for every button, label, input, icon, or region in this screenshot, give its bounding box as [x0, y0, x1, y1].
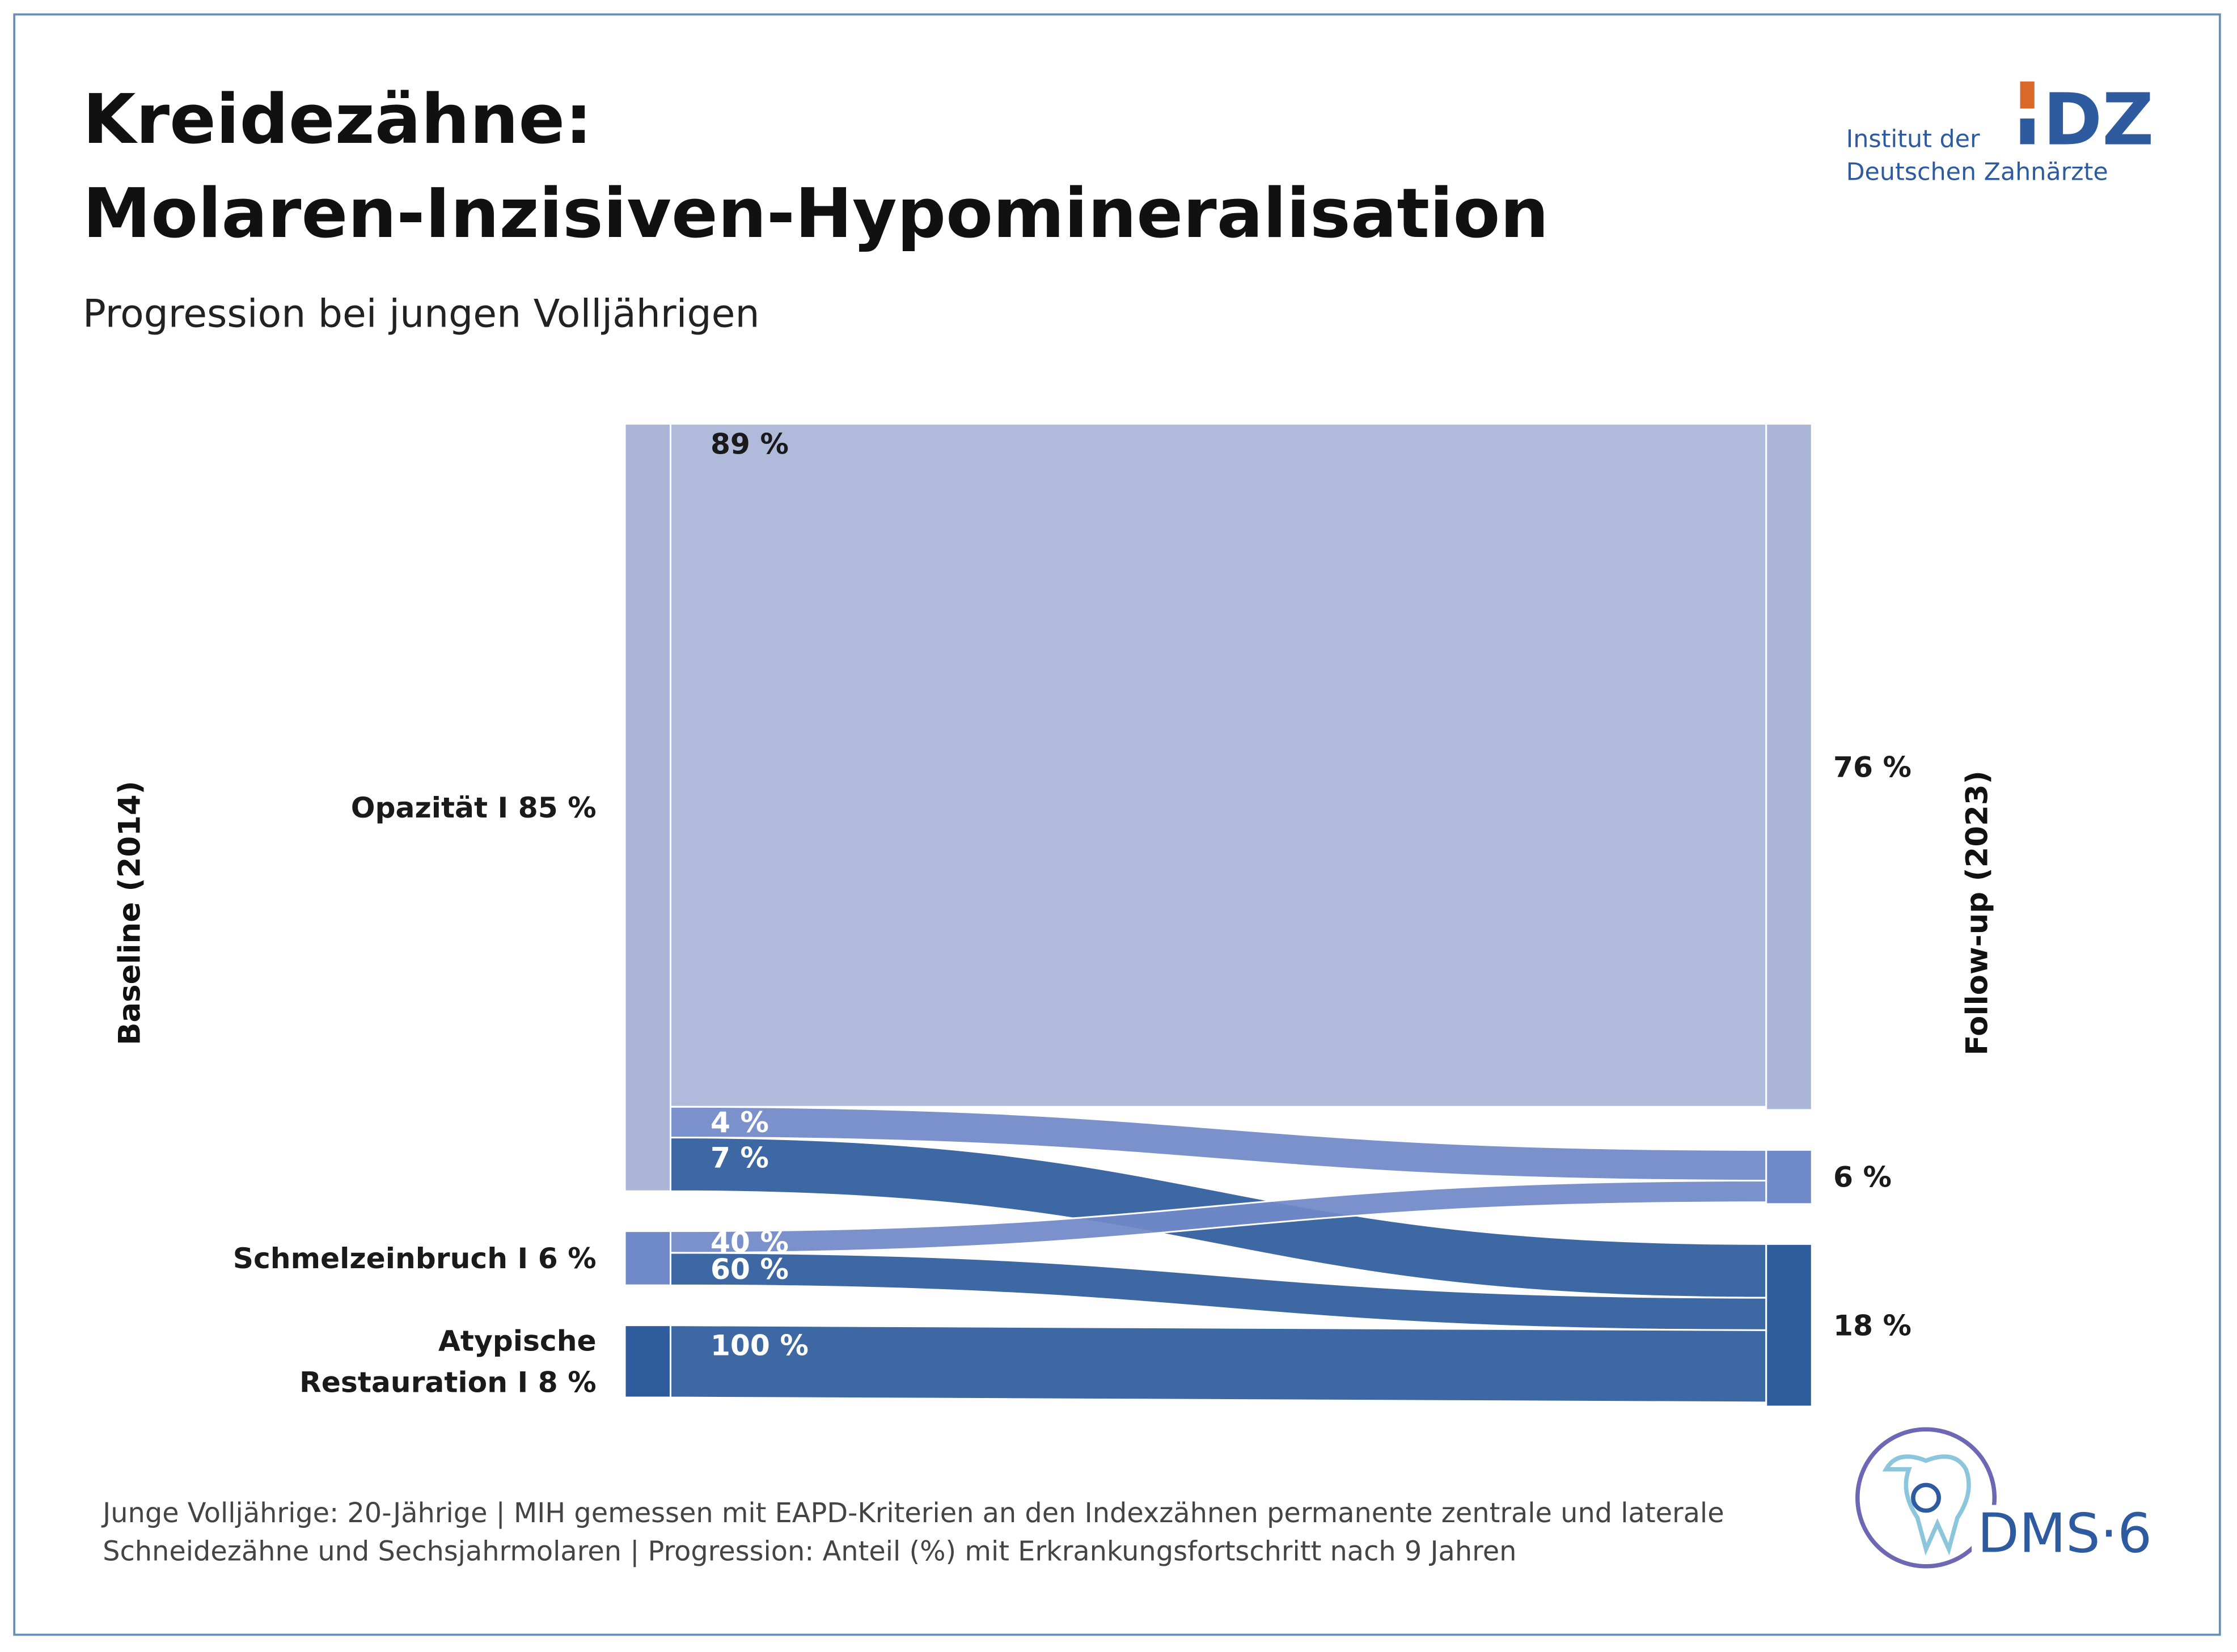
footnote: Junge Volljährige: 20-Jährige | MIH geme…	[101, 1498, 1724, 1529]
source-label: Schmelzeinbruch I 6 %	[233, 1242, 597, 1275]
source-label: Atypische	[438, 1324, 597, 1357]
frame	[13, 13, 2221, 1636]
dms-icon	[1911, 1482, 1941, 1513]
sankey: 89 % 4 %7 % 40 %60 % 100 % Opazität I 85 % Sc…	[233, 422, 1912, 1408]
target-node	[1765, 422, 1813, 1111]
title: Kreidezähne:	[83, 80, 593, 159]
logo-bar	[2020, 118, 2035, 145]
title: Molaren-Inzisiven-Hypomineralisation	[83, 174, 1549, 253]
flow-label: 60 %	[711, 1252, 789, 1286]
flow-label: 7 %	[711, 1141, 769, 1174]
footnote: Schneidezähne und Sechsjahrmolaren | Pro…	[103, 1536, 1516, 1568]
target-label: 76 %	[1833, 750, 1912, 783]
flow	[669, 1324, 1767, 1404]
target-node	[1765, 1149, 1813, 1205]
dms-tooth	[1882, 1454, 1971, 1556]
source-label: Opazität I 85 %	[351, 791, 597, 824]
axis-label: Follow-up (2023)	[1960, 770, 1995, 1056]
flow-label: 40 %	[711, 1225, 789, 1259]
flow-label: 89 %	[711, 427, 789, 460]
logo-bar	[2020, 81, 2035, 109]
dms-ring	[1855, 1427, 1997, 1569]
logo-text: Deutschen Zahnärzte	[1846, 158, 2108, 186]
axis-label: Baseline (2014)	[113, 781, 147, 1045]
source-label: Restauration I 8 %	[299, 1365, 597, 1399]
flow	[669, 422, 1767, 1108]
logo-text: Institut der	[1846, 125, 1980, 153]
flow-label: 100 %	[711, 1328, 809, 1362]
dms-logo: DMS·6	[1977, 1502, 2152, 1565]
logo-mark: DZ	[2043, 78, 2154, 161]
flow-label: 4 %	[711, 1105, 769, 1139]
source-node	[624, 1324, 672, 1399]
target-node	[1765, 1243, 1813, 1408]
subtitle: Progression bei jungen Volljährigen	[83, 291, 760, 336]
target-label: 6 %	[1833, 1160, 1892, 1194]
dms-bg	[1972, 1505, 2158, 1562]
source-node	[624, 422, 672, 1192]
source-node	[624, 1230, 672, 1286]
target-label: 18 %	[1833, 1308, 1912, 1342]
